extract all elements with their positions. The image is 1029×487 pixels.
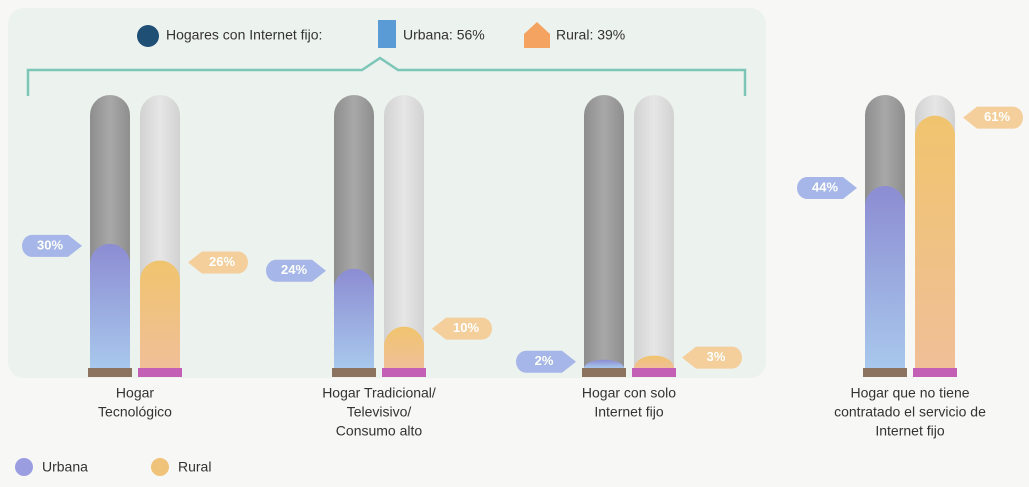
value-callout bbox=[266, 259, 326, 282]
bar-cap bbox=[138, 368, 182, 377]
bar bbox=[384, 326, 424, 368]
value-callout bbox=[22, 234, 82, 257]
bar-cap bbox=[332, 368, 376, 377]
x-tick-label: Consumo alto bbox=[336, 423, 423, 439]
x-tick-label: Hogar Tradicional/ bbox=[322, 385, 436, 401]
bar-cap bbox=[863, 368, 907, 377]
bar-cap bbox=[382, 368, 426, 377]
value-label: 3% bbox=[707, 349, 726, 364]
bar-track bbox=[634, 95, 674, 368]
bar bbox=[865, 186, 905, 368]
value-callout bbox=[963, 106, 1024, 129]
bar bbox=[90, 243, 130, 368]
x-tick-label: Internet fijo bbox=[875, 423, 944, 439]
legend-swatch bbox=[151, 458, 169, 476]
bar bbox=[584, 359, 624, 368]
bar-track bbox=[384, 95, 424, 368]
bracket bbox=[26, 56, 747, 96]
header-urban: Urbana: 56% bbox=[403, 27, 485, 43]
legend-label: Urbana bbox=[42, 459, 88, 475]
bar-cap bbox=[582, 368, 626, 377]
x-tick-label: Televisivo/ bbox=[347, 404, 412, 420]
value-callout bbox=[516, 350, 576, 373]
x-tick-label: Hogar con solo bbox=[582, 385, 676, 401]
x-tick-label: contratado el servicio de bbox=[834, 404, 986, 420]
x-tick-label: Internet fijo bbox=[594, 404, 663, 420]
bar bbox=[634, 355, 674, 368]
bar-cap bbox=[88, 368, 132, 377]
value-callout bbox=[797, 177, 857, 199]
x-tick-label: Hogar bbox=[116, 385, 154, 401]
icon bbox=[524, 22, 550, 48]
value-label: 44% bbox=[812, 179, 838, 194]
bar-cap bbox=[632, 368, 676, 377]
value-callout bbox=[188, 251, 248, 274]
value-label: 30% bbox=[37, 237, 63, 252]
bar bbox=[915, 115, 955, 369]
bar bbox=[140, 260, 180, 368]
value-label: 61% bbox=[984, 109, 1010, 124]
value-label: 10% bbox=[453, 320, 479, 335]
x-tick-label: Tecnológico bbox=[98, 404, 172, 420]
value-callout bbox=[432, 317, 492, 340]
bar bbox=[334, 268, 374, 368]
legend-swatch bbox=[15, 458, 33, 476]
bar-cap bbox=[913, 368, 957, 377]
icon bbox=[137, 25, 159, 47]
bar-track bbox=[584, 95, 624, 368]
header-title: Hogares con Internet fijo: bbox=[166, 27, 322, 43]
legend-label: Rural bbox=[178, 459, 211, 475]
value-label: 26% bbox=[209, 254, 235, 269]
icon bbox=[378, 20, 396, 48]
header-rural: Rural: 39% bbox=[556, 27, 625, 43]
value-label: 24% bbox=[281, 262, 307, 277]
value-callout bbox=[682, 346, 743, 369]
x-tick-label: Hogar que no tiene bbox=[850, 385, 969, 401]
value-label: 2% bbox=[535, 353, 554, 368]
